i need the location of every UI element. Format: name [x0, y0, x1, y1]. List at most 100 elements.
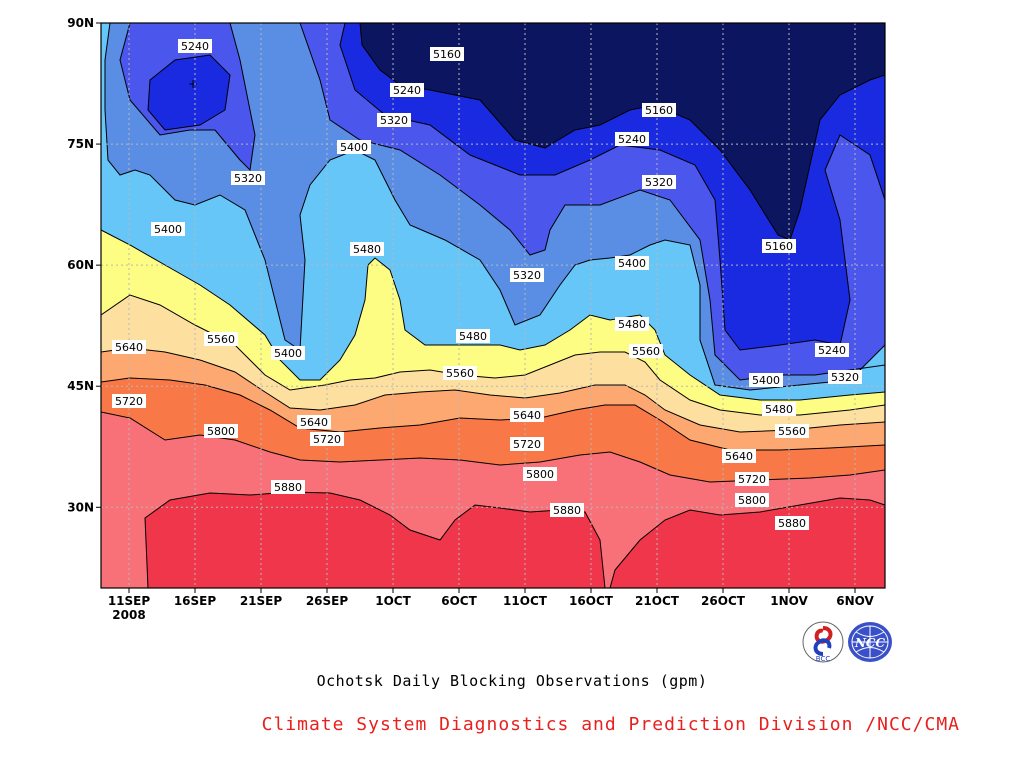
- svg-text:BCC: BCC: [816, 655, 831, 663]
- contour-label: 5400: [615, 256, 649, 270]
- x-tick-label: 26OCT: [701, 594, 746, 608]
- contour-label-text: 5880: [274, 481, 302, 494]
- contour-label-bg: [510, 408, 544, 422]
- contour-label-bg: [271, 480, 305, 494]
- contour-label: 5400: [749, 373, 783, 387]
- credit-text: Climate System Diagnostics and Predictio…: [261, 714, 960, 735]
- low-center-marker: +: [188, 77, 198, 91]
- contour-label-text: 5640: [115, 341, 143, 354]
- ncc-logo: NCC: [848, 622, 892, 662]
- contour-label: 5240: [615, 132, 649, 146]
- contour-label: 5880: [775, 516, 809, 530]
- contour-label: 5880: [550, 503, 584, 517]
- contour-label: 5640: [112, 340, 146, 354]
- contour-label: 5480: [350, 242, 384, 256]
- contour-label: 5320: [642, 175, 676, 189]
- contour-label-text: 5720: [513, 438, 541, 451]
- band-5880-plus: [145, 492, 885, 588]
- contour-label-bg: [775, 424, 809, 438]
- contour-label-text: 5480: [765, 403, 793, 416]
- contour-label-bg: [178, 39, 212, 53]
- contour-label-text: 5320: [831, 371, 859, 384]
- contour-label-text: 5800: [207, 425, 235, 438]
- contour-label-text: 5800: [738, 494, 766, 507]
- x-tick-label: 1NOV: [770, 594, 808, 608]
- y-tick-label: 45N: [67, 379, 94, 393]
- contour-label-bg: [510, 437, 544, 451]
- contour-label-text: 5240: [181, 40, 209, 53]
- contour-label-text: 5320: [645, 176, 673, 189]
- x-tick-label: 26SEP: [306, 594, 349, 608]
- contour-label-bg: [615, 317, 649, 331]
- contour-label-bg: [749, 373, 783, 387]
- contour-label-text: 5480: [618, 318, 646, 331]
- contour-label-bg: [204, 424, 238, 438]
- contour-label: 5720: [112, 394, 146, 408]
- contour-label: 5160: [430, 47, 464, 61]
- contour-label-text: 5720: [738, 473, 766, 486]
- contour-label: 5880: [271, 480, 305, 494]
- x-tick-label: 6NOV: [836, 594, 874, 608]
- contour-label-bg: [271, 346, 305, 360]
- grid-lines: [101, 23, 885, 588]
- contour-label: 5400: [337, 140, 371, 154]
- contour-label: 5720: [510, 437, 544, 451]
- contour-label-text: 5400: [618, 257, 646, 270]
- contour-label-bg: [828, 370, 862, 384]
- contour-label: 5240: [178, 39, 212, 53]
- contour-label-bg: [151, 222, 185, 236]
- contour-label-bg: [815, 343, 849, 357]
- contour-label-text: 5240: [618, 133, 646, 146]
- contour-label-bg: [204, 332, 238, 346]
- contour-label-text: 5560: [778, 425, 806, 438]
- contour-labels: 5240 5160 5240 5320 5160 5240 5400 5320 5320 5400…: [112, 39, 862, 530]
- contour-label-bg: [297, 415, 331, 429]
- contour-lines: [101, 23, 885, 588]
- contour-label-bg: [629, 344, 663, 358]
- chart-title: Ochotsk Daily Blocking Observations (gpm…: [316, 672, 708, 690]
- contour-label-text: 5240: [393, 84, 421, 97]
- contour-label: 5480: [615, 317, 649, 331]
- contour-label-bg: [112, 340, 146, 354]
- contour-line-5720: [101, 377, 885, 451]
- contour-label: 5560: [443, 366, 477, 380]
- contour-label-bg: [722, 449, 756, 463]
- contour-label-bg: [615, 256, 649, 270]
- contour-label: 5560: [775, 424, 809, 438]
- contour-label-text: 5400: [274, 347, 302, 360]
- contour-label-bg: [337, 140, 371, 154]
- contour-label: 5400: [151, 222, 185, 236]
- contour-label-text: 5720: [313, 433, 341, 446]
- plot-frame: [100, 22, 886, 589]
- contour-label: 5320: [231, 171, 265, 185]
- x-tick-label: 21SEP: [240, 594, 283, 608]
- contour-label-text: 5880: [553, 504, 581, 517]
- contour-label-text: 5400: [154, 223, 182, 236]
- contour-label: 5800: [735, 493, 769, 507]
- contour-label-bg: [430, 47, 464, 61]
- contour-label-bg: [377, 113, 411, 127]
- x-tick-label: 6OCT: [441, 594, 477, 608]
- contour-label-bg: [112, 394, 146, 408]
- x-tick-label: 11SEP: [108, 594, 151, 608]
- contour-label-bg: [456, 329, 490, 343]
- contour-label-bg: [510, 268, 544, 282]
- contour-label-bg: [642, 103, 676, 117]
- contour-label-text: 5560: [446, 367, 474, 380]
- contour-label: 5320: [510, 268, 544, 282]
- contour-label-text: 5400: [340, 141, 368, 154]
- contour-label-bg: [443, 366, 477, 380]
- x-tick-label: 21OCT: [635, 594, 680, 608]
- y-axis: 30N 45N 60N 75N 90N: [67, 16, 101, 514]
- contour-label: 5640: [510, 408, 544, 422]
- y-tick-label: 90N: [67, 16, 94, 30]
- contour-label-text: 5400: [752, 374, 780, 387]
- contour-label-text: 5800: [526, 468, 554, 481]
- contour-label: 5320: [377, 113, 411, 127]
- x-tick-label: 1OCT: [375, 594, 411, 608]
- contour-label: 5480: [456, 329, 490, 343]
- contour-label-bg: [615, 132, 649, 146]
- contour-label-text: 5320: [380, 114, 408, 127]
- x-tick-label: 16SEP: [174, 594, 217, 608]
- contour-label: 5240: [390, 83, 424, 97]
